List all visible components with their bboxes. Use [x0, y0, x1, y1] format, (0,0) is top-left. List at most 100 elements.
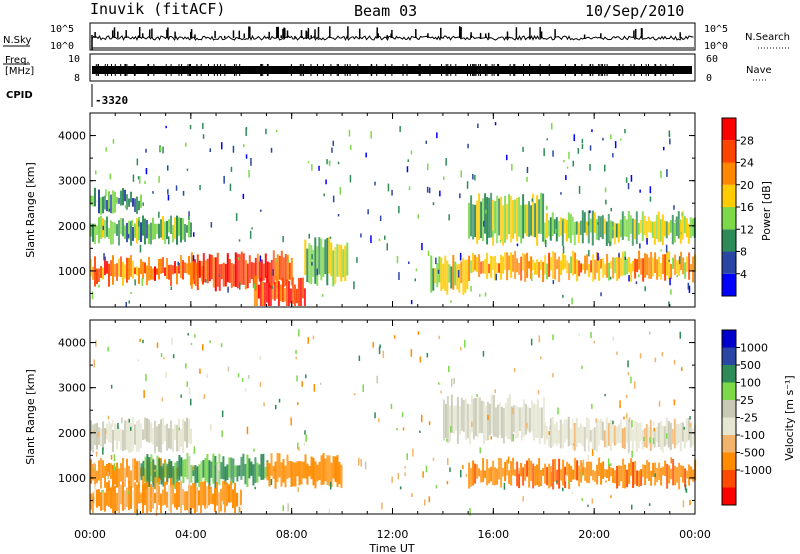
- power-cbar-seg-5: [722, 162, 736, 185]
- freq-panel: [89, 53, 696, 82]
- velocity-ytick-1: 2000: [58, 427, 86, 440]
- nave-label: Nave: [746, 65, 772, 76]
- power-cbar-tick-0: 4: [740, 268, 747, 281]
- nsky-trace: [91, 26, 694, 50]
- time-x-axis: 00:00 04:00 08:00 12:00 16:00 20:00 00:00: [74, 113, 711, 541]
- velocity-band-6: [543, 416, 696, 454]
- power-band-3: [190, 250, 293, 292]
- power-band-9: [468, 250, 697, 283]
- date-label: 10/Sep/2010: [585, 2, 684, 20]
- velocity-ytick-0: 1000: [58, 472, 86, 485]
- power-cbar-tick-1: 8: [740, 246, 747, 259]
- nsearch-tick-top: 10^5: [704, 24, 728, 35]
- freq-unit-label: [MHz]: [5, 66, 34, 77]
- nsky-panel: [89, 22, 696, 51]
- power-ytick-2: 3000: [58, 175, 86, 188]
- radar-title: Inuvik (fitACF): [90, 0, 225, 18]
- velocity-band-4: [266, 453, 343, 489]
- velocity-cbar-seg-8: [722, 470, 736, 488]
- x-axis-label: Time UT: [368, 542, 414, 554]
- power-cbar-tick-3: 16: [740, 201, 754, 214]
- freq-tick-top: 10: [68, 54, 80, 65]
- power-ylabel: Slant Range [km]: [24, 162, 37, 258]
- power-ytick-3: 4000: [58, 130, 86, 143]
- power-cbar-seg-1: [722, 251, 736, 274]
- velocity-cbar-seg-6: [722, 435, 736, 453]
- power-band-7: [468, 192, 545, 246]
- velocity-cbar-seg-5: [722, 417, 736, 435]
- velocity-y-axis: 1000 2000 3000 4000: [58, 337, 695, 501]
- power-cbar-tick-4: 20: [740, 179, 754, 192]
- velocity-cbar-tick-3: 25: [740, 394, 754, 407]
- power-band-4: [253, 275, 306, 306]
- nsky-label: N.Sky: [3, 35, 31, 46]
- power-band-5: [304, 237, 349, 287]
- velocity-cbar-tick-2: 100: [740, 377, 761, 390]
- velocity-band-7: [468, 457, 697, 490]
- power-cbar-seg-6: [722, 140, 736, 163]
- power-colorbar-label: Power [dB]: [760, 181, 773, 241]
- velocity-colorbar-label: Velocity [m s⁻¹]: [783, 375, 796, 460]
- beam-label: Beam 03: [354, 2, 417, 20]
- power-band-1: [90, 187, 142, 215]
- xtick-1: 04:00: [175, 528, 207, 541]
- velocity-ytick-3: 4000: [58, 337, 86, 350]
- velocity-cbar-seg-2: [722, 365, 736, 383]
- power-heatmap: [90, 122, 697, 308]
- velocity-ytick-2: 3000: [58, 382, 86, 395]
- power-band-6: [430, 255, 469, 296]
- freq-trace: [92, 64, 692, 76]
- xtick-2: 08:00: [276, 528, 308, 541]
- freq-tick-bottom: 8: [74, 73, 80, 84]
- velocity-cbar-tick-4: -25: [740, 412, 758, 425]
- power-y-axis: 1000 2000 3000 4000: [58, 130, 695, 294]
- velocity-cbar-tick-5: -100: [740, 429, 765, 442]
- velocity-cbar-tick-0: 1000: [740, 342, 768, 355]
- velocity-cbar-tick-1: 500: [740, 359, 761, 372]
- power-scatter: [91, 122, 691, 308]
- velocity-cbar-seg-9: [722, 487, 736, 505]
- power-cbar-tick-2: 12: [740, 223, 754, 236]
- velocity-cbar-seg-3: [722, 382, 736, 400]
- power-cbar-tick-5: 24: [740, 157, 754, 170]
- nsky-tick-top: 10^5: [50, 24, 74, 35]
- xtick-4: 16:00: [477, 528, 509, 541]
- velocity-cbar-seg-0: [722, 330, 736, 348]
- power-cbar-seg-3: [722, 207, 736, 230]
- power-ytick-1: 2000: [58, 220, 86, 233]
- velocity-heatmap: [90, 329, 697, 516]
- xtick-5: 20:00: [578, 528, 610, 541]
- power-cbar-seg-2: [722, 229, 736, 252]
- velocity-band-0: [90, 417, 192, 454]
- velocity-band-5: [442, 394, 545, 445]
- power-band-2: [90, 255, 204, 287]
- power-cbar-tick-6: 28: [740, 134, 754, 147]
- velocity-cbar-tick-6: -500: [740, 447, 765, 460]
- power-cbar-seg-0: [722, 273, 736, 297]
- velocity-colorbar: 1000 500 100 25 -25 -100 -500 -1000: [721, 329, 772, 506]
- cpid-label: CPID: [6, 90, 33, 101]
- power-colorbar: 4 8 12 16 20 24 28: [721, 117, 754, 297]
- power-band-0: [90, 215, 192, 246]
- velocity-cbar-tick-7: -1000: [740, 464, 772, 477]
- velocity-cbar-seg-7: [722, 452, 736, 470]
- power-cbar-seg-4: [722, 184, 736, 208]
- velocity-cbar-seg-4: [722, 400, 736, 418]
- nsearch-label: N.Search: [745, 32, 790, 43]
- power-band-8: [543, 210, 696, 246]
- power-ytick-0: 1000: [58, 265, 86, 278]
- nsearch-tick-bottom: 10^0: [704, 41, 728, 52]
- nave-tick-bottom: 0: [706, 73, 712, 84]
- nave-tick-top: 60: [706, 54, 718, 65]
- xtick-6: 00:00: [679, 528, 711, 541]
- cpid-value: -3320: [95, 94, 128, 107]
- power-cbar-seg-7: [722, 118, 736, 141]
- velocity-scatter: [92, 329, 692, 516]
- xtick-3: 12:00: [377, 528, 409, 541]
- nsky-tick-bottom: 10^0: [50, 41, 74, 52]
- velocity-ylabel: Slant Range [km]: [24, 369, 37, 465]
- velocity-cbar-seg-1: [722, 347, 736, 365]
- xtick-0: 00:00: [74, 528, 106, 541]
